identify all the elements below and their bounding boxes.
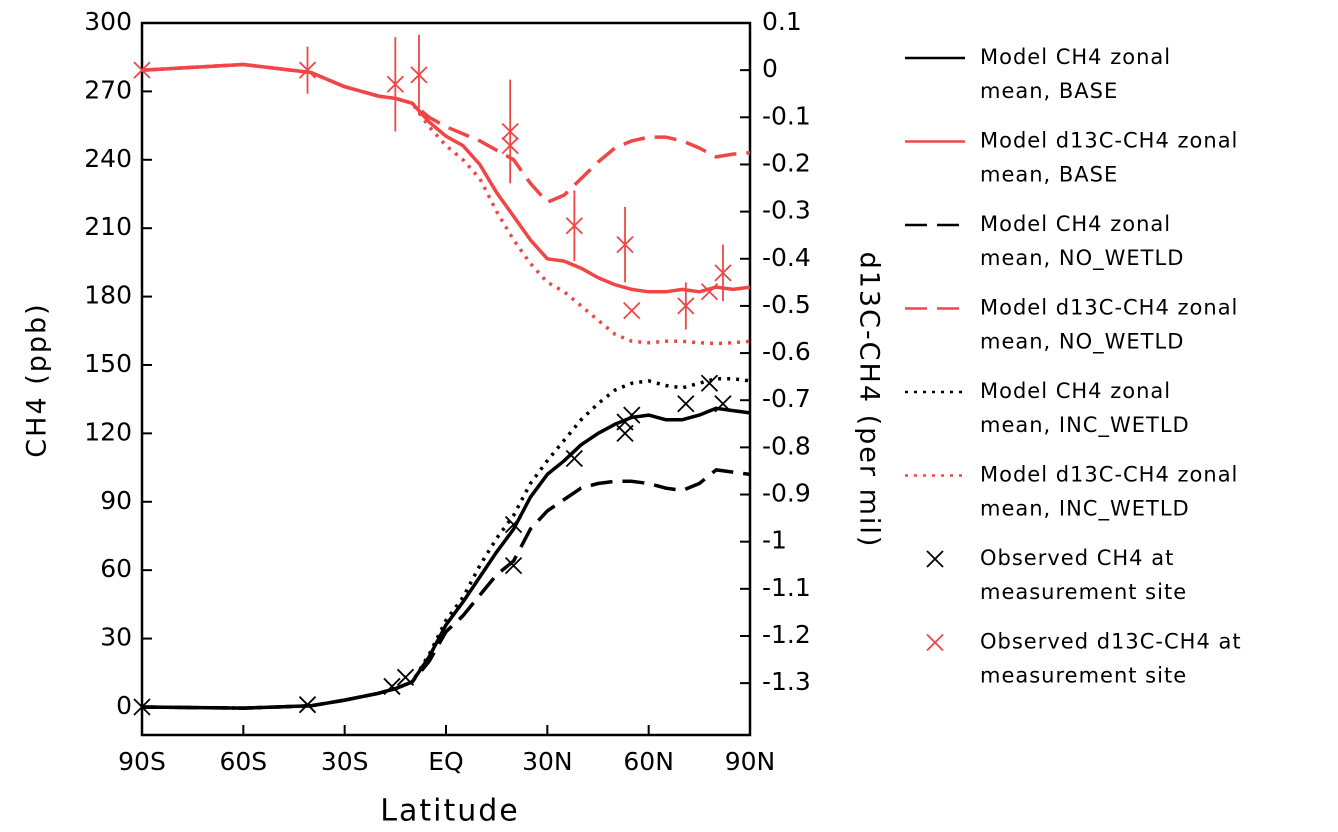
series-line — [141, 62, 751, 294]
y-tick-label: 180 — [84, 281, 132, 310]
y-tick-label: 90 — [100, 486, 132, 515]
y2-tick-label: 0 — [762, 54, 778, 83]
marker — [504, 515, 523, 534]
y-tick-label: 150 — [84, 349, 132, 378]
marker — [410, 66, 428, 84]
marker — [623, 301, 641, 320]
y2-tick-label: -1.1 — [762, 573, 811, 602]
marker — [700, 283, 719, 301]
y2-tick-label: -0.8 — [762, 431, 811, 460]
y2-tick-label: -0.9 — [762, 479, 811, 508]
series-line — [141, 406, 751, 710]
legend-label: Model CH4 zonal mean, BASE — [980, 45, 1171, 103]
marker — [623, 406, 641, 424]
marker — [565, 217, 583, 235]
marker — [396, 668, 415, 686]
legend-marker — [926, 633, 944, 652]
legend-label: Model CH4 zonal mean, INC_WETLD — [980, 379, 1190, 438]
series-line — [141, 468, 751, 710]
marker — [501, 136, 519, 155]
x-tick-label: 90S — [118, 747, 166, 776]
y2-tick-label: -0.1 — [762, 101, 811, 130]
series-line — [141, 62, 751, 346]
marker — [677, 297, 695, 315]
x-tick-label: 60N — [623, 747, 674, 776]
y2-tick-label: -0.5 — [762, 290, 811, 319]
y2-tick-label: -0.7 — [762, 384, 811, 413]
y-tick-label: 30 — [100, 623, 132, 652]
x-tick-label: EQ — [428, 747, 463, 776]
marker — [714, 395, 732, 413]
y-tick-label: 270 — [84, 75, 132, 104]
y2-tick-label: -0.6 — [762, 337, 811, 366]
legend-label: Model CH4 zonal mean, NO_WETLD — [980, 212, 1184, 271]
y-tick-label: 120 — [84, 417, 132, 446]
marker — [386, 75, 404, 93]
marker — [298, 61, 317, 79]
legend-marker — [926, 550, 944, 568]
x-axis-label: Latitude — [380, 794, 519, 829]
legend-label: Model d13C-CH4 zonal mean, NO_WETLD — [980, 296, 1238, 355]
y2-tick-label: -0.3 — [762, 196, 811, 225]
y-axis-label: CH4 (ppb) — [22, 302, 53, 457]
marker — [677, 395, 695, 413]
y-tick-label: 60 — [100, 554, 132, 583]
y2-tick-label: -0.2 — [762, 148, 811, 177]
y2-tick-label: -0.4 — [762, 243, 811, 272]
marker — [714, 264, 732, 282]
y-tick-label: 210 — [84, 212, 132, 241]
x-tick-label: 90N — [725, 747, 776, 776]
marker — [504, 556, 523, 575]
legend-label: Observed d13C-CH4 at measurement site — [980, 630, 1242, 688]
marker — [700, 374, 719, 392]
marker — [616, 235, 634, 254]
legend-label: Model d13C-CH4 zonal mean, BASE — [980, 129, 1238, 187]
x-tick-label: 60S — [219, 747, 267, 776]
marker — [501, 122, 519, 141]
y2-tick-label: -1 — [762, 526, 787, 555]
y2-tick-label: -1.2 — [762, 620, 811, 649]
marker — [133, 61, 151, 79]
legend-label: Model d13C-CH4 zonal mean, INC_WETLD — [980, 463, 1238, 522]
y2-tick-label: 0.1 — [762, 7, 802, 36]
x-tick-label: 30N — [522, 747, 573, 776]
x-tick-label: 30S — [321, 747, 369, 776]
series-line — [141, 62, 751, 204]
marker — [133, 698, 151, 716]
y-tick-label: 0 — [116, 691, 132, 720]
marker — [298, 696, 317, 714]
marker — [565, 449, 583, 468]
marker — [383, 677, 401, 696]
legend-label: Observed CH4 at measurement site — [980, 546, 1187, 604]
y-tick-label: 300 — [84, 7, 132, 36]
series-line — [141, 376, 751, 710]
y-tick-label: 240 — [84, 144, 132, 173]
y2-tick-label: -1.3 — [762, 667, 811, 696]
y2-axis-label: d13C-CH4 (per mil) — [854, 252, 885, 549]
